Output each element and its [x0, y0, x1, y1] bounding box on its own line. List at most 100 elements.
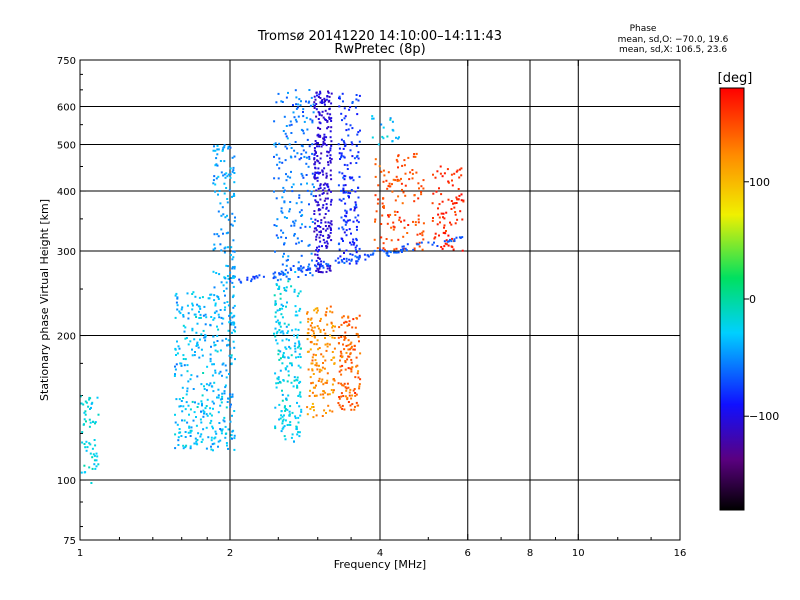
data-point: [342, 147, 345, 150]
data-point: [186, 292, 189, 295]
data-point: [294, 415, 297, 418]
data-point: [389, 117, 392, 120]
data-point: [292, 385, 295, 388]
data-point: [344, 223, 347, 226]
data-point: [298, 405, 301, 408]
data-point: [213, 442, 216, 445]
data-point: [179, 362, 182, 365]
data-point: [403, 219, 406, 222]
data-point: [273, 224, 276, 227]
data-point: [213, 437, 216, 440]
data-point: [309, 318, 312, 321]
data-point: [230, 403, 232, 406]
data-point: [274, 311, 277, 314]
data-point: [282, 130, 285, 132]
data-point: [279, 307, 281, 310]
data-point: [231, 258, 234, 261]
data-point: [288, 208, 291, 211]
data-point: [306, 332, 309, 335]
data-point: [206, 398, 209, 401]
data-point: [309, 389, 311, 392]
data-point: [209, 293, 212, 296]
data-point: [283, 435, 286, 438]
data-point: [207, 436, 210, 439]
data-point: [458, 176, 461, 179]
data-point: [391, 140, 394, 143]
data-point: [381, 214, 384, 217]
data-point: [182, 315, 185, 318]
data-point: [344, 331, 347, 334]
data-point: [340, 395, 343, 398]
data-point: [313, 149, 316, 152]
data-point: [316, 253, 319, 256]
y-tick-label: 400: [57, 187, 76, 198]
data-point: [318, 347, 321, 349]
data-point: [414, 221, 417, 224]
data-point: [233, 181, 236, 184]
data-point: [89, 443, 92, 446]
data-point: [386, 222, 389, 225]
data-point: [409, 171, 412, 174]
data-point: [315, 108, 318, 111]
data-point: [382, 169, 385, 172]
data-point: [357, 151, 360, 154]
data-point: [297, 421, 300, 424]
data-point: [80, 471, 83, 474]
data-point: [190, 426, 193, 429]
data-point: [446, 168, 449, 171]
data-point: [382, 242, 385, 245]
data-point: [300, 254, 303, 257]
data-point: [397, 166, 399, 169]
data-point: [216, 233, 219, 236]
data-point: [318, 145, 321, 148]
data-point: [440, 212, 443, 215]
data-point: [311, 143, 314, 146]
data-point: [222, 232, 224, 235]
data-point: [338, 198, 341, 201]
data-point: [386, 135, 389, 138]
data-point: [186, 370, 189, 373]
data-point: [347, 367, 350, 370]
data-point: [187, 404, 190, 407]
data-point: [325, 172, 328, 175]
data-point: [395, 158, 398, 161]
data-point: [231, 281, 234, 284]
data-point: [299, 366, 302, 369]
data-point: [274, 142, 277, 145]
data-point: [275, 386, 278, 389]
data-point: [306, 338, 309, 341]
data-point: [283, 115, 286, 118]
data-point: [327, 90, 329, 93]
data-point: [211, 425, 214, 428]
data-point: [354, 392, 357, 394]
data-point: [434, 236, 437, 239]
data-point: [420, 185, 423, 188]
data-point: [319, 122, 322, 125]
data-point: [301, 270, 304, 273]
data-point: [443, 245, 446, 248]
data-point: [90, 482, 93, 484]
data-point: [311, 322, 313, 325]
data-point: [310, 217, 313, 220]
data-point: [352, 389, 355, 392]
data-point: [302, 149, 305, 152]
data-point: [307, 165, 310, 168]
data-point: [317, 142, 319, 145]
data-point: [217, 210, 220, 213]
data-point: [288, 124, 291, 127]
data-point: [217, 313, 220, 316]
data-point: [323, 103, 326, 106]
data-point: [366, 254, 369, 257]
data-point: [231, 437, 233, 440]
data-point: [195, 316, 198, 318]
data-point: [229, 271, 232, 274]
data-point: [344, 368, 347, 371]
data-point: [322, 192, 325, 194]
data-point: [461, 218, 464, 221]
data-point: [340, 392, 343, 395]
data-point: [451, 179, 453, 182]
data-point: [283, 216, 286, 219]
data-point: [328, 267, 331, 270]
data-point: [398, 179, 401, 182]
data-point: [347, 344, 350, 347]
